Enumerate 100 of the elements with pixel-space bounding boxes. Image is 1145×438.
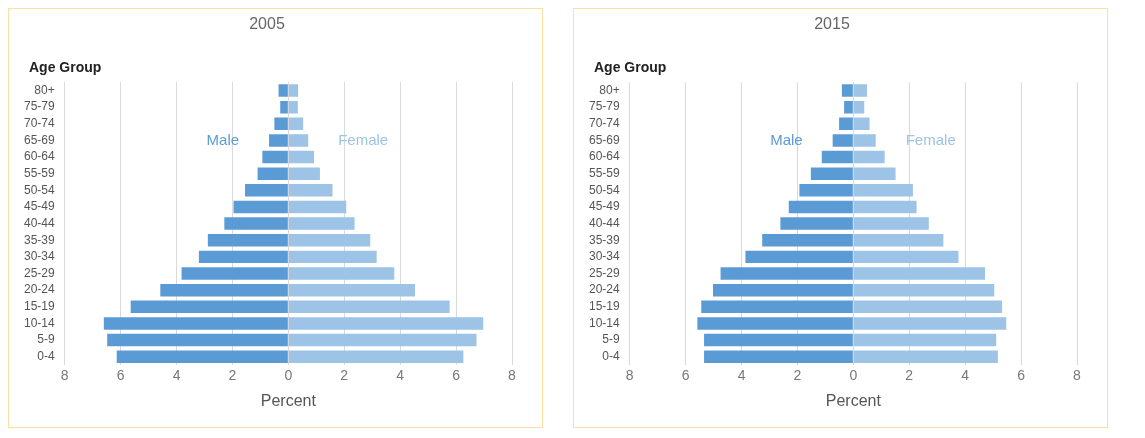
x-tick-label: 0 xyxy=(849,367,858,384)
y-tick-label: 5-9 xyxy=(602,332,621,347)
y-tick-label: 15-19 xyxy=(588,299,621,314)
y-tick-label: 80+ xyxy=(599,82,620,97)
bar xyxy=(853,234,944,247)
bar xyxy=(269,134,288,147)
bar xyxy=(853,250,959,264)
bar xyxy=(853,150,885,164)
y-tick-label: 30-34 xyxy=(23,249,56,264)
bar xyxy=(288,117,304,131)
bar xyxy=(274,117,288,131)
x-tick-label: 2 xyxy=(228,367,237,384)
bar xyxy=(116,350,288,363)
bar xyxy=(713,283,853,297)
bar xyxy=(853,184,913,197)
y-tick-label: 60-64 xyxy=(588,149,621,164)
x-tick-label: 4 xyxy=(172,367,181,384)
bar xyxy=(245,184,288,197)
y-tick-label: 70-74 xyxy=(23,116,56,131)
bar xyxy=(853,167,896,180)
y-tick-label: 25-29 xyxy=(23,265,56,280)
y-tick-label: 70-74 xyxy=(588,116,621,131)
x-tick-label: 6 xyxy=(681,367,690,384)
bar xyxy=(103,317,288,330)
y-tick-label: 45-49 xyxy=(23,199,56,214)
x-tick-label: 6 xyxy=(1017,367,1026,384)
bar xyxy=(280,100,288,114)
bar xyxy=(810,167,853,180)
bar xyxy=(853,117,870,131)
bar xyxy=(278,84,288,97)
bar xyxy=(181,267,288,280)
series-label: Female xyxy=(905,130,956,148)
bar xyxy=(224,217,288,230)
y-tick-label: 55-59 xyxy=(23,166,56,181)
bar xyxy=(762,234,853,247)
bar xyxy=(788,200,853,214)
bar xyxy=(288,200,347,214)
series-label: Male xyxy=(770,130,803,148)
series-label: Female xyxy=(338,130,389,148)
x-tick-label: 8 xyxy=(1073,367,1082,384)
bar xyxy=(853,100,865,114)
bar xyxy=(821,150,853,164)
x-tick-label: 8 xyxy=(60,367,69,384)
bar xyxy=(288,134,309,147)
bar xyxy=(853,267,986,280)
x-tick-label: 6 xyxy=(452,367,461,384)
bar xyxy=(262,150,288,164)
x-tick-label: 6 xyxy=(116,367,125,384)
bar xyxy=(841,84,853,97)
y-tick-label: 75-79 xyxy=(23,99,56,114)
bar xyxy=(288,267,395,280)
y-tick-label: 40-44 xyxy=(23,215,56,230)
x-tick-label: 4 xyxy=(396,367,405,384)
bar xyxy=(853,134,876,147)
x-tick-label: 4 xyxy=(737,367,746,384)
y-tick-label: 20-24 xyxy=(23,282,56,297)
y-tick-label: 50-54 xyxy=(23,182,56,197)
x-tick-label: 2 xyxy=(793,367,802,384)
chart-title: 2015 xyxy=(814,15,850,33)
bar xyxy=(853,300,1003,314)
bar xyxy=(853,333,997,347)
y-axis-title: Age Group xyxy=(594,59,667,75)
bar xyxy=(853,283,995,297)
x-tick-label: 0 xyxy=(284,367,293,384)
y-tick-label: 60-64 xyxy=(23,149,56,164)
y-tick-label: 80+ xyxy=(34,82,55,97)
bar xyxy=(288,250,377,264)
x-axis-title: Percent xyxy=(825,391,882,409)
bar xyxy=(233,200,288,214)
bar xyxy=(844,100,853,114)
bar xyxy=(704,333,853,347)
bar xyxy=(160,283,288,297)
y-tick-label: 35-39 xyxy=(23,232,56,247)
chart-title: 2005 xyxy=(249,15,285,33)
y-tick-label: 15-19 xyxy=(23,299,56,314)
bar xyxy=(288,167,320,180)
y-tick-label: 75-79 xyxy=(588,99,621,114)
y-tick-label: 0-4 xyxy=(37,348,56,363)
bar xyxy=(288,217,355,230)
bar xyxy=(745,250,853,264)
y-tick-label: 25-29 xyxy=(588,265,621,280)
bar xyxy=(780,217,853,230)
bar xyxy=(853,84,868,97)
series-label: Male xyxy=(206,130,240,148)
bar xyxy=(853,217,929,230)
y-tick-label: 65-69 xyxy=(23,132,56,147)
bar xyxy=(288,84,299,97)
bar xyxy=(288,150,315,164)
bar xyxy=(697,317,853,330)
x-tick-label: 8 xyxy=(508,367,517,384)
y-tick-label: 55-59 xyxy=(588,166,621,181)
bar xyxy=(288,234,371,247)
y-tick-label: 10-14 xyxy=(23,315,56,330)
y-tick-label: 0-4 xyxy=(602,348,621,363)
y-tick-label: 45-49 xyxy=(588,199,621,214)
x-axis-title: Percent xyxy=(260,391,317,409)
bar xyxy=(720,267,853,280)
bar xyxy=(288,300,450,314)
bar xyxy=(832,134,853,147)
bar xyxy=(130,300,288,314)
